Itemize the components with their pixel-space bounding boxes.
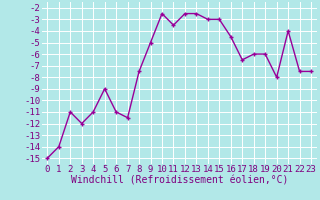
X-axis label: Windchill (Refroidissement éolien,°C): Windchill (Refroidissement éolien,°C) <box>70 176 288 186</box>
